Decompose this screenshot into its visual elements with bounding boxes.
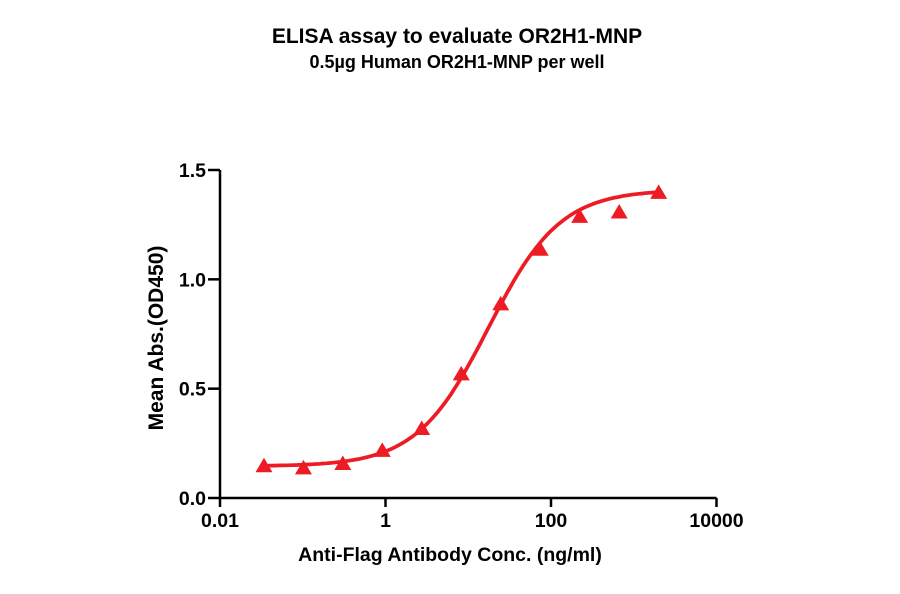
x-axis-label: Anti-Flag Antibody Conc. (ng/ml): [298, 544, 602, 566]
data-point-marker: [452, 365, 470, 381]
x-tick-label: 1: [380, 510, 391, 532]
x-tick-label: 100: [535, 510, 568, 532]
axes: 0.01 1 100 10000 0.0 0.5 1.0 1.5: [179, 160, 744, 532]
y-tick-label: 1.5: [179, 160, 206, 182]
chart-title: ELISA assay to evaluate OR2H1-MNP: [272, 25, 642, 48]
data-point-marker: [373, 442, 391, 457]
chart-subtitle: 0.5µg Human OR2H1-MNP per well: [309, 52, 604, 72]
x-tick-label: 0.01: [201, 510, 239, 532]
y-axis-label: Mean Abs.(OD450): [145, 246, 168, 431]
axis-line: [218, 170, 717, 500]
data-point-marker: [492, 295, 510, 311]
data-point-marker: [413, 420, 431, 436]
data-point-marker: [650, 184, 668, 199]
y-tick-label: 0.0: [179, 488, 206, 510]
data-series: [255, 184, 668, 475]
fit-curve-line: [262, 190, 661, 468]
data-point-marker: [294, 459, 312, 475]
data-point-marker: [255, 457, 273, 473]
y-tick-label: 0.5: [179, 379, 206, 401]
data-point-marker: [571, 208, 589, 223]
x-tick-label: 10000: [689, 510, 743, 532]
data-point-marker: [334, 455, 352, 471]
y-tick-label: 1.0: [179, 269, 206, 291]
data-point-marker: [610, 204, 628, 219]
data-point-marker: [531, 241, 549, 256]
